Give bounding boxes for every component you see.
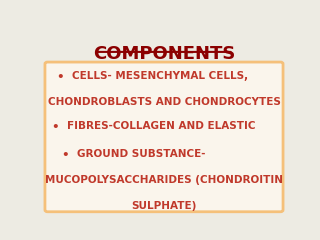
Text: GROUND SUBSTANCE-: GROUND SUBSTANCE-	[77, 149, 206, 159]
Text: FIBRES-COLLAGEN AND ELASTIC: FIBRES-COLLAGEN AND ELASTIC	[67, 121, 256, 131]
Text: COMPONENTS: COMPONENTS	[93, 45, 235, 63]
Text: CELLS- MESENCHYMAL CELLS,: CELLS- MESENCHYMAL CELLS,	[72, 71, 248, 81]
Text: •: •	[51, 121, 59, 134]
Text: SULPHATE): SULPHATE)	[131, 201, 197, 211]
FancyBboxPatch shape	[45, 62, 283, 212]
Text: CHONDROBLASTS AND CHONDROCYTES: CHONDROBLASTS AND CHONDROCYTES	[48, 97, 280, 107]
Text: •: •	[56, 71, 64, 84]
Text: MUCOPOLYSACCHARIDES (CHONDROITIN: MUCOPOLYSACCHARIDES (CHONDROITIN	[45, 175, 283, 185]
Text: •: •	[61, 149, 68, 162]
